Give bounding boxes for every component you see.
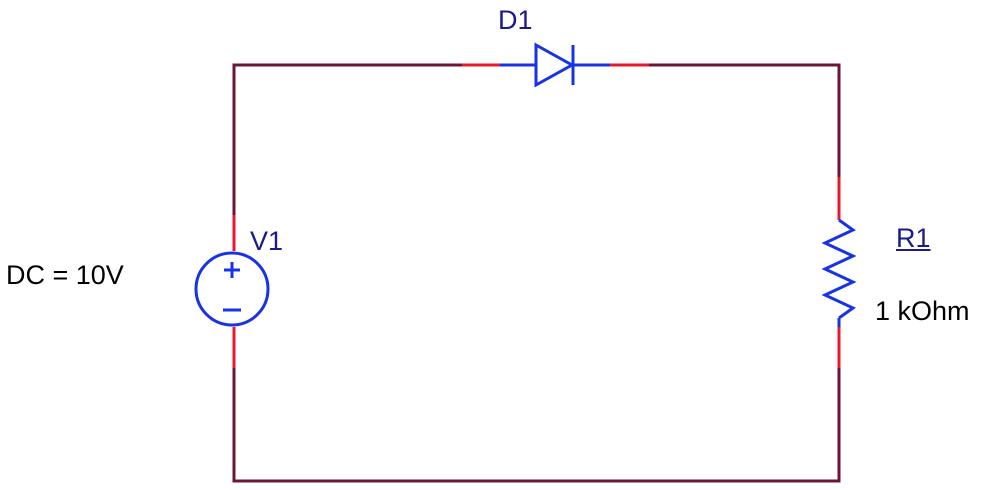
resistor-r1[interactable] [821,177,857,368]
resistor-ref-label[interactable]: R1 [896,223,931,253]
voltage-source-v1[interactable] [194,215,270,368]
resistor-value-label[interactable]: 1 kOhm [875,296,970,326]
wire-bottom-loop[interactable] [232,366,841,483]
diode-triangle [534,42,576,88]
source-ref-label[interactable]: V1 [250,226,284,256]
wires [232,63,841,483]
source-circle [194,251,270,327]
wire-top-right[interactable] [647,63,841,179]
wire-top-left[interactable] [232,63,464,217]
diode-ref-label[interactable]: D1 [498,5,533,35]
source-value-label[interactable]: DC = 10V [6,260,124,290]
resistor-zigzag [821,218,857,320]
diode-d1[interactable] [462,42,649,88]
